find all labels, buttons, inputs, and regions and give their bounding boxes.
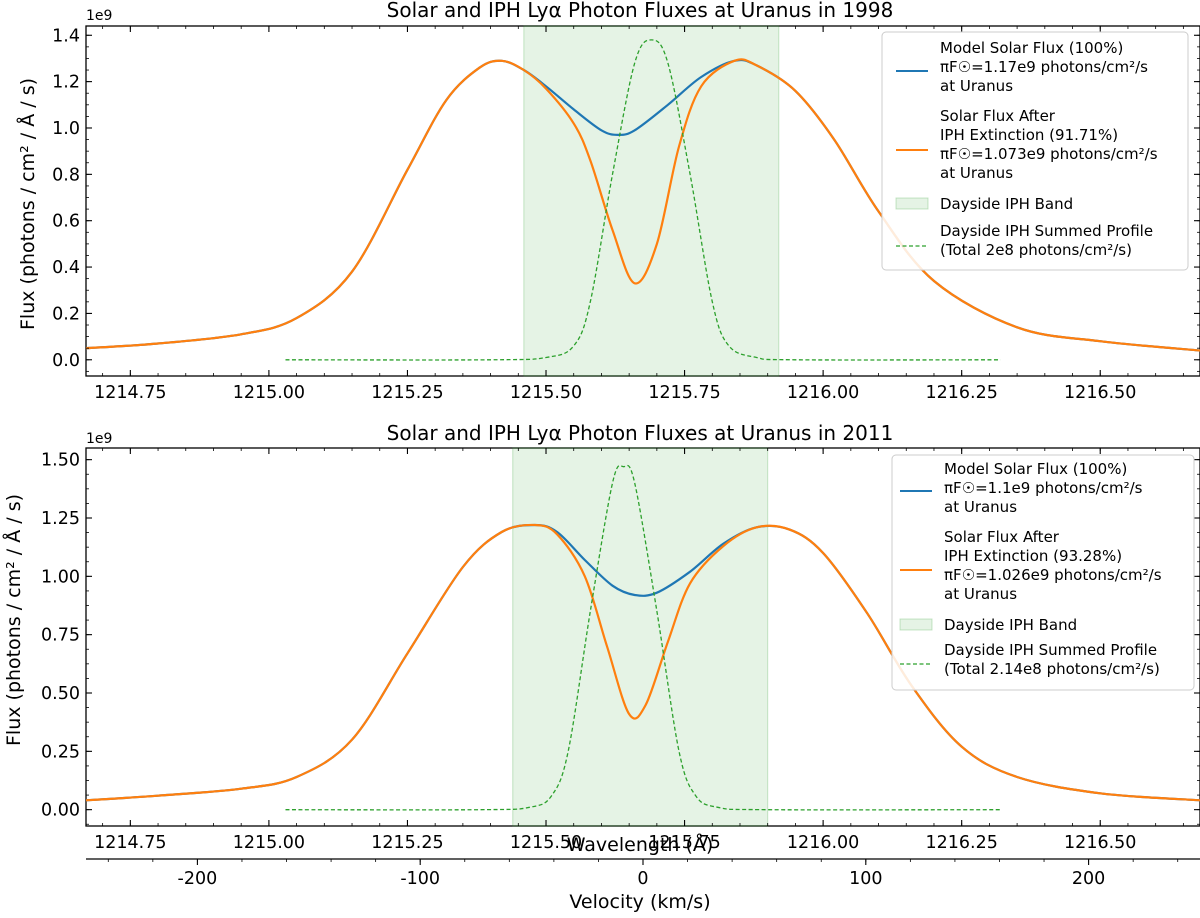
legend-line: πF☉=1.026e9 photons/cm²/s: [944, 566, 1162, 584]
x-tick-label: 1216.25: [925, 383, 997, 403]
legend-line: at Uranus: [944, 498, 1017, 516]
velocity-tick-label: -200: [178, 869, 218, 889]
legend-line: Model Solar Flux (100%): [944, 460, 1127, 478]
y-tick-label: 1.00: [41, 567, 80, 587]
legend-label-model-solar-flux: Model Solar Flux (100%) πF☉=1.17e9 photon…: [940, 39, 1148, 95]
x-tick-label: 1216.50: [1064, 383, 1136, 403]
plot-frame: [85, 447, 1200, 827]
x-tick-label: 1215.75: [648, 383, 720, 403]
x-tick-label: 1215.75: [648, 833, 720, 853]
x-tick-label: 1215.25: [371, 833, 443, 853]
legend-line: πF☉=1.073e9 photons/cm²/s: [940, 145, 1158, 163]
legend-line: IPH Extinction (93.28%): [944, 547, 1122, 565]
y-tick-label: 1.25: [41, 509, 80, 529]
x-tick-label: 1216.00: [787, 833, 859, 853]
plot-area: [86, 447, 1200, 827]
legend-line: Dayside IPH Summed Profile: [940, 222, 1153, 240]
x-tick-label: 1215.25: [371, 383, 443, 403]
legend-line: IPH Extinction (91.71%): [940, 126, 1118, 144]
legend-label-iph-profile: Dayside IPH Summed Profile (Total 2e8 pho…: [940, 222, 1153, 259]
x-axis-label: Wavelength (Å): [567, 833, 714, 856]
iph-profile-line: [285, 464, 1001, 811]
legend-box: [881, 31, 1189, 271]
y-tick-label: 0.75: [41, 626, 80, 646]
iph-band: [512, 447, 769, 827]
legend-label-extinction-flux: Solar Flux After IPH Extinction (93.28%) π…: [944, 528, 1162, 603]
legend-line: (Total 2.14e8 photons/cm²/s): [944, 660, 1160, 678]
chart-2011: Solar and IPH Lyα Photon Fluxes at Uranu…: [2, 421, 1200, 913]
legend-swatch-iph-band: [895, 197, 929, 210]
legend-swatch-iph-band: [899, 618, 933, 631]
legend-line: Solar Flux After: [940, 107, 1056, 125]
x-tick-label: 1214.75: [94, 383, 166, 403]
legend-label-iph-profile: Dayside IPH Summed Profile (Total 2.14e8 …: [944, 641, 1160, 678]
y-tick-label: 0.4: [52, 258, 80, 278]
legend: Model Solar Flux (100%) πF☉=1.1e9 photons…: [891, 454, 1195, 691]
legend-line: (Total 2e8 photons/cm²/s): [940, 241, 1132, 259]
y-tick-label: 0.2: [52, 304, 80, 324]
y-exponent-label: 1e9: [86, 431, 112, 447]
chart-1998: Solar and IPH Lyα Photon Fluxes at Uranu…: [16, 0, 1200, 403]
y-axis-label: Flux (photons / cm² / Å / s): [2, 494, 25, 746]
legend-box: [891, 454, 1195, 691]
iph-band: [523, 25, 780, 377]
x-tick-label: 1214.75: [94, 833, 166, 853]
legend-line: at Uranus: [940, 77, 1013, 95]
velocity-tick-label: 0: [637, 869, 648, 889]
y-tick-label: 1.0: [52, 119, 80, 139]
legend-line: Dayside IPH Summed Profile: [944, 641, 1157, 659]
chart-title: Solar and IPH Lyα Photon Fluxes at Uranu…: [387, 421, 894, 445]
velocity-tick-label: 100: [849, 869, 882, 889]
legend-line: at Uranus: [944, 585, 1017, 603]
velocity-tick-label: 200: [1072, 869, 1105, 889]
y-tick-label: 0.0: [52, 351, 80, 371]
legend-label-model-solar-flux: Model Solar Flux (100%) πF☉=1.1e9 photons…: [944, 460, 1143, 516]
plot-area: [86, 25, 1200, 377]
y-exponent-label: 1e9: [86, 8, 112, 24]
y-tick-label: 1.4: [52, 26, 80, 46]
x-tick-label: 1216.00: [787, 383, 859, 403]
velocity-ticks: -200 -100 0 100 200: [107, 859, 1179, 889]
x-tick-label: 1216.25: [925, 833, 997, 853]
x-tick-label: 1215.50: [510, 833, 582, 853]
y-tick-label: 0.50: [41, 684, 80, 704]
legend: Model Solar Flux (100%) πF☉=1.17e9 photon…: [881, 31, 1189, 271]
y-tick-label: 1.2: [52, 73, 80, 93]
y-tick-label: 1.50: [41, 451, 80, 471]
x-tick-label: 1215.00: [233, 383, 305, 403]
legend-line: πF☉=1.17e9 photons/cm²/s: [940, 58, 1148, 76]
axes: 1214.75 1215.00 1215.25 1215.50 1215.75 1216.…: [41, 448, 1200, 853]
x-tick-label: 1216.50: [1064, 833, 1136, 853]
y-tick-label: 0.6: [52, 212, 80, 232]
plot-frame: [85, 25, 1200, 377]
velocity-axis: -200 -100 0 100 200 Velocity (km/s): [86, 858, 1200, 913]
y-axis-label: Flux (photons / cm² / Å / s): [16, 78, 39, 330]
x-tick-label: 1215.00: [233, 833, 305, 853]
legend-label-iph-band: Dayside IPH Band: [944, 616, 1077, 634]
legend-line: Model Solar Flux (100%): [940, 39, 1123, 57]
axes: 1214.75 1215.00 1215.25 1215.50 1215.75 1216.…: [52, 26, 1200, 403]
x-tick-label: 1215.50: [510, 383, 582, 403]
legend-label-extinction-flux: Solar Flux After IPH Extinction (91.71%) π…: [940, 107, 1158, 182]
velocity-tick-label: -100: [400, 869, 440, 889]
chart-title: Solar and IPH Lyα Photon Fluxes at Uranu…: [387, 0, 894, 22]
y-tick-label: 0.8: [52, 165, 80, 185]
velocity-axis-label: Velocity (km/s): [569, 891, 710, 913]
legend-line: at Uranus: [940, 164, 1013, 182]
legend-line: πF☉=1.1e9 photons/cm²/s: [944, 479, 1143, 497]
iph-profile-line: [285, 39, 1001, 361]
y-tick-label: 0.25: [41, 742, 80, 762]
legend-line: Solar Flux After: [944, 528, 1060, 546]
legend-label-iph-band: Dayside IPH Band: [940, 195, 1073, 213]
y-tick-label: 0.00: [41, 801, 80, 821]
